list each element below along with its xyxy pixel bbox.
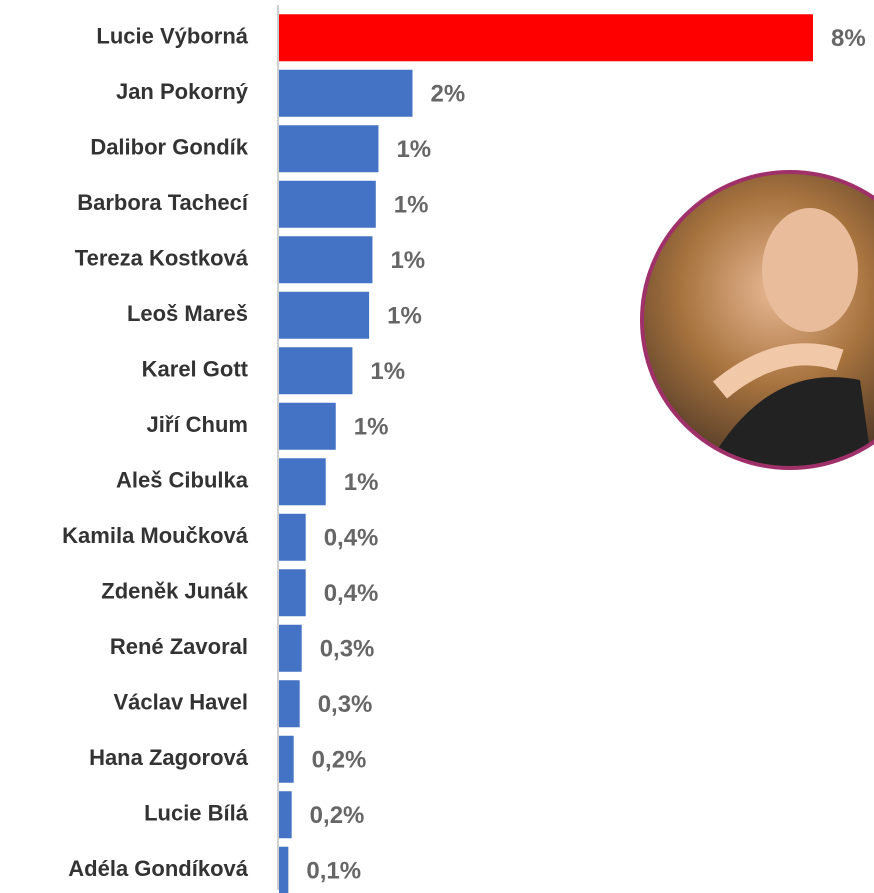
bar: [279, 569, 306, 617]
bar: [279, 347, 353, 395]
bar: [279, 291, 370, 339]
bar: [279, 624, 302, 672]
value-label: 0,4%: [324, 580, 379, 607]
value-label: 0,2%: [312, 747, 367, 774]
bar: [279, 69, 413, 117]
category-label: Zdeněk Junák: [101, 579, 248, 604]
bar: [279, 402, 336, 450]
value-label: 0,2%: [310, 802, 365, 829]
value-label: 8%: [831, 25, 866, 52]
category-label: Tereza Kostková: [75, 246, 249, 271]
bar: [279, 236, 373, 284]
category-label: Barbora Tachecí: [77, 190, 249, 215]
category-label: Václav Havel: [113, 690, 248, 715]
value-label: 1%: [390, 247, 425, 274]
value-label: 2%: [431, 81, 466, 108]
category-label: Kamila Moučková: [62, 523, 249, 548]
category-label: Adéla Gondíková: [68, 856, 248, 881]
category-label: Hana Zagorová: [89, 745, 249, 770]
category-label: Jan Pokorný: [116, 79, 249, 104]
bar: [279, 735, 294, 783]
value-label: 0,3%: [318, 691, 373, 718]
category-label: Karel Gott: [142, 357, 249, 382]
category-label: Leoš Mareš: [127, 301, 248, 326]
value-label: 1%: [396, 136, 431, 163]
category-label: Jiří Chum: [147, 412, 248, 437]
value-label: 1%: [344, 469, 379, 496]
category-label: Aleš Cibulka: [116, 468, 249, 493]
category-label: Lucie Výborná: [96, 24, 248, 49]
category-label: René Zavoral: [110, 634, 248, 659]
bar: [279, 846, 289, 893]
value-label: 0,3%: [320, 636, 375, 663]
bar: [279, 458, 326, 506]
photo: [640, 170, 874, 470]
bar: [279, 791, 292, 839]
value-label: 1%: [370, 358, 405, 385]
bar: [279, 125, 379, 173]
bar: [279, 513, 306, 561]
bar: [279, 680, 300, 728]
category-label: Lucie Bílá: [144, 801, 249, 826]
value-label: 1%: [394, 192, 429, 219]
value-label: 0,4%: [324, 525, 379, 552]
bar: [279, 180, 376, 228]
value-label: 0,1%: [306, 858, 361, 885]
category-label: Dalibor Gondík: [90, 135, 248, 160]
bar: [279, 14, 813, 62]
value-label: 1%: [354, 414, 389, 441]
value-label: 1%: [387, 303, 422, 330]
